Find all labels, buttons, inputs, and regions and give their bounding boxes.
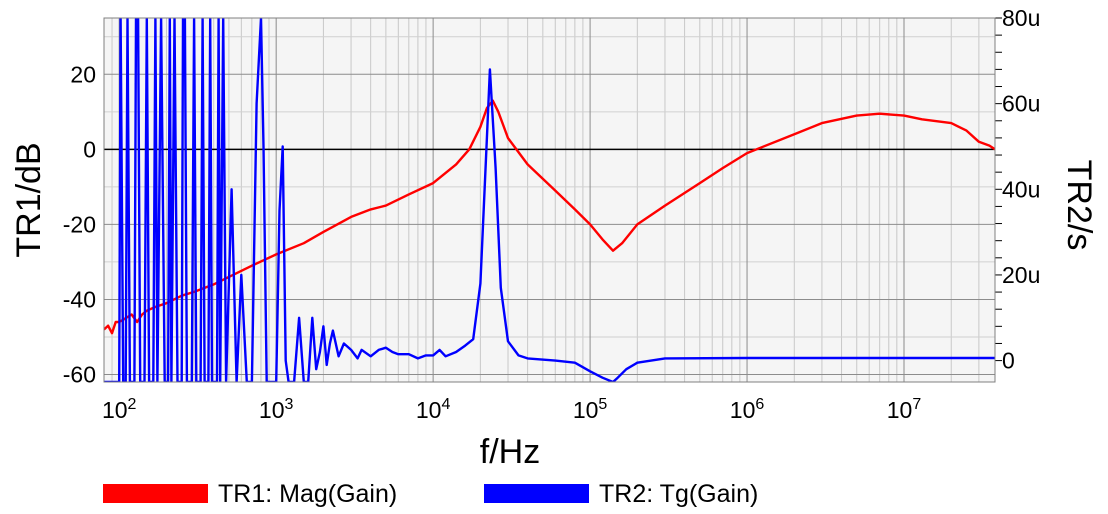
y-right-tick-label: 20u	[1002, 262, 1040, 288]
plot-area	[104, 18, 995, 382]
series-tr1-line	[104, 99, 995, 335]
x-tick-label: 106	[730, 396, 765, 423]
y-left-tick-label: -20	[63, 211, 96, 237]
y-right-tick-label: 0	[1002, 348, 1015, 374]
y-right-tick-label: 40u	[1002, 176, 1040, 202]
series-layer	[104, 18, 995, 382]
y-right-tick-label: 80u	[1002, 5, 1040, 31]
x-tick-label: 102	[102, 396, 137, 423]
legend-swatch-tr2	[484, 484, 589, 503]
y-right-tick-labels: 80u 60u 40u 20u 0	[1002, 5, 1040, 374]
x-axis-title: f/Hz	[480, 433, 540, 471]
x-tick-label: 103	[259, 396, 294, 423]
y-left-tick-label: -60	[63, 361, 96, 387]
x-tick-label: 104	[416, 396, 451, 423]
y-left-tick-labels: 20 0 -20 -40 -60	[63, 61, 96, 387]
minor-grid	[104, 18, 995, 382]
plot-frame	[103, 17, 996, 383]
y-left-tick-label: 20	[70, 61, 96, 87]
y-left-axis-title: TR1/dB	[10, 142, 48, 257]
y-right-axis-title: TR2/s	[1060, 160, 1098, 251]
y-left-tick-label: -40	[63, 286, 96, 312]
x-tick-label: 107	[887, 396, 922, 423]
y-right-tick-label: 60u	[1002, 91, 1040, 117]
legend: TR1: Mag(Gain) TR2: Tg(Gain)	[103, 480, 758, 508]
legend-swatch-tr1	[103, 484, 208, 503]
series-tr2-line	[104, 18, 995, 382]
legend-label-tr2: TR2: Tg(Gain)	[599, 480, 758, 508]
x-tick-labels: 102 103 104 105 106 107	[102, 396, 921, 423]
x-tick-label: 105	[573, 396, 608, 423]
y-left-tick-label: 0	[83, 136, 96, 162]
legend-label-tr1: TR1: Mag(Gain)	[218, 480, 397, 508]
